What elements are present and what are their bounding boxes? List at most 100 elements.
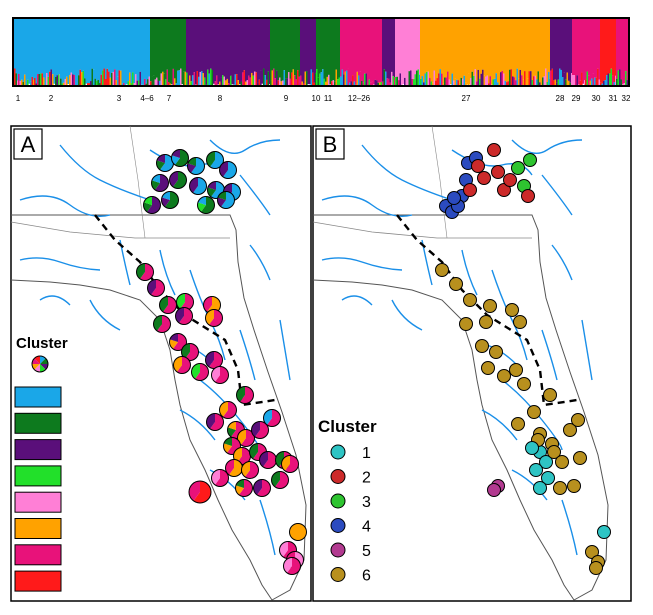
river [19, 195, 111, 217]
structure-bar-column [326, 19, 329, 85]
structure-bar-column [260, 19, 262, 85]
structure-bar-column [380, 19, 383, 85]
structure-bar-column [586, 19, 589, 85]
river [179, 409, 216, 441]
structure-bar-column [100, 19, 103, 85]
structure-bar-column [329, 19, 332, 85]
structure-bar-column [123, 19, 125, 85]
structure-bar-column [44, 19, 47, 85]
structure-bar-column [364, 19, 366, 85]
cluster-dot [479, 315, 493, 329]
structure-bar-column [456, 19, 458, 85]
population-pie-marker [187, 157, 205, 175]
structure-bar-column [540, 19, 543, 85]
structure-bar-column [504, 19, 507, 85]
structure-bar-column [225, 19, 227, 85]
structure-bar-column [420, 19, 422, 85]
legend-dot [330, 444, 346, 460]
structure-bar-column [56, 19, 59, 85]
structure-bar-column [604, 19, 607, 85]
structure-bar-column [457, 19, 460, 85]
structure-bar-column [340, 19, 342, 85]
population-pie-marker [175, 307, 193, 325]
cluster-dot [553, 481, 567, 495]
structure-bar-column [325, 19, 327, 85]
structure-bar-column [463, 19, 466, 85]
population-label: 31 [609, 94, 618, 103]
population-pie-marker [236, 386, 254, 404]
structure-bar-column [271, 19, 274, 85]
structure-bar-column [67, 19, 70, 85]
structure-bar-column [615, 19, 617, 85]
structure-bar-column [165, 19, 167, 85]
structure-bar-column [525, 19, 528, 85]
cluster-dot [509, 363, 523, 377]
cluster-dot [555, 455, 569, 469]
structure-bar-column [144, 19, 146, 85]
structure-bar-column [533, 19, 535, 85]
cluster-dot [571, 413, 585, 427]
population-pie-marker [263, 409, 281, 427]
river [481, 409, 518, 441]
legend-entry: 2 [330, 469, 371, 487]
population-pie-marker [219, 161, 237, 179]
legend-title-a: Cluster [16, 335, 68, 352]
structure-bar-column [355, 19, 357, 85]
structure-bar-column [222, 19, 224, 85]
structure-bar-column [190, 19, 193, 85]
structure-bar-column [565, 19, 567, 85]
cluster-dot [543, 388, 557, 402]
structure-bar-column [435, 19, 437, 85]
structure-bar-column [485, 19, 487, 85]
structure-bar-column [609, 19, 611, 85]
structure-bar-column [46, 19, 48, 85]
structure-bar-column [17, 19, 19, 85]
structure-bar-column [592, 19, 595, 85]
structure-bar-column [479, 19, 481, 85]
population-pie-marker [156, 154, 174, 172]
river [239, 174, 271, 216]
structure-bar-column [516, 19, 519, 85]
division-line [396, 214, 578, 407]
population-label: 10 [312, 94, 321, 103]
population-label: 3 [117, 94, 122, 103]
cluster-dot [475, 339, 489, 353]
structure-bar-column [546, 19, 549, 85]
population-pie-marker [153, 315, 171, 333]
structure-bar-column [148, 19, 151, 85]
structure-bar-column [421, 19, 424, 85]
structure-bar-column [124, 19, 127, 85]
structure-bar-column [276, 19, 278, 85]
structure-bar-column [483, 19, 486, 85]
structure-bar-column [261, 19, 264, 84]
river [19, 257, 101, 271]
structure-bar-column [404, 19, 406, 85]
florida-map-b [313, 126, 609, 601]
legend-pie-icon [31, 355, 49, 373]
structure-bar-column [118, 19, 121, 85]
structure-bar-column [19, 19, 22, 85]
legend-label: 2 [362, 470, 371, 487]
structure-bar-column [473, 19, 475, 85]
structure-bar-column [438, 19, 440, 85]
structure-bar-column [129, 19, 131, 85]
population-pie-marker [205, 309, 223, 327]
population-pie-marker [191, 363, 209, 381]
structure-bar-column [30, 19, 32, 85]
legend-swatch [14, 386, 62, 408]
structure-bar-column [482, 19, 484, 85]
structure-bar-column [610, 19, 613, 85]
structure-bar-column [27, 19, 29, 85]
legend-pie-slice [32, 358, 40, 364]
structure-bar-column [571, 19, 573, 85]
structure-bar-column [450, 19, 452, 85]
structure-bar-column [306, 19, 308, 85]
legend-swatch [14, 465, 62, 487]
legend-pie-slice [40, 358, 48, 364]
river [341, 295, 373, 306]
structure-bar-column [249, 19, 252, 85]
population-pie-marker [169, 171, 187, 189]
population-pie-marker [271, 471, 289, 489]
structure-bar-column [603, 19, 605, 85]
structure-bar-column [365, 19, 368, 85]
